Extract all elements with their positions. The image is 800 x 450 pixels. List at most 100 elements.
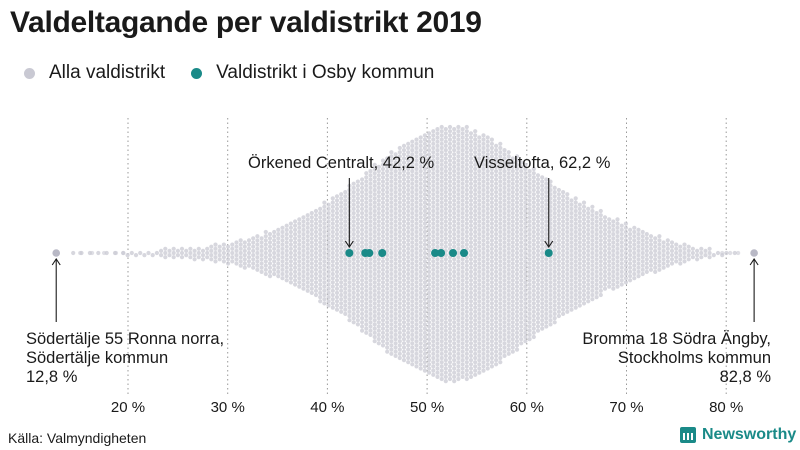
- swarm-point: [531, 301, 536, 306]
- osby-point: [437, 249, 446, 257]
- swarm-point: [632, 267, 637, 272]
- swarm-point: [385, 215, 390, 220]
- swarm-point: [464, 259, 469, 264]
- swarm-point: [192, 248, 197, 253]
- swarm-point: [435, 358, 440, 363]
- swarm-point: [510, 345, 515, 350]
- swarm-point: [456, 175, 461, 180]
- swarm-point: [334, 198, 340, 203]
- swarm-point: [577, 236, 582, 241]
- swarm-point: [427, 215, 432, 220]
- swarm-point: [351, 303, 356, 308]
- swarm-point: [364, 171, 369, 176]
- swarm-point: [443, 320, 448, 325]
- swarm-point: [498, 179, 503, 184]
- swarm-point: [544, 202, 549, 207]
- swarm-point: [485, 143, 490, 148]
- swarm-point: [514, 154, 520, 159]
- swarm-point: [431, 217, 436, 222]
- swarm-point: [561, 202, 566, 207]
- swarm-point: [200, 248, 206, 253]
- swarm-point: [385, 185, 390, 190]
- swarm-point: [376, 173, 381, 178]
- swarm-point: [188, 255, 193, 260]
- swarm-point: [389, 305, 394, 310]
- swarm-point: [502, 307, 507, 312]
- swarm-point: [347, 263, 352, 268]
- swarm-point: [410, 332, 415, 337]
- swarm-point: [376, 257, 381, 262]
- swarm-point: [334, 248, 340, 253]
- swarm-point: [598, 259, 603, 264]
- swarm-point: [422, 238, 427, 243]
- swarm-point: [276, 274, 281, 279]
- swarm-point: [439, 124, 444, 130]
- swarm-point: [523, 330, 528, 335]
- swarm-point: [586, 211, 591, 216]
- swarm-point: [544, 177, 549, 182]
- swarm-point: [502, 194, 507, 199]
- swarm-point: [519, 236, 524, 241]
- swarm-point: [552, 286, 557, 291]
- swarm-point: [485, 181, 490, 186]
- swarm-point: [456, 343, 461, 348]
- swarm-point: [343, 240, 348, 245]
- swarm-point: [401, 227, 407, 232]
- swarm-point: [355, 204, 360, 209]
- swarm-point: [452, 290, 457, 295]
- swarm-point: [385, 261, 390, 266]
- swarm-point: [418, 286, 423, 291]
- swarm-point: [506, 217, 511, 222]
- swarm-point: [339, 246, 344, 251]
- swarm-point: [498, 225, 503, 230]
- swarm-point: [527, 219, 532, 224]
- swarm-point: [309, 232, 314, 237]
- swarm-point: [368, 227, 373, 232]
- swarm-point: [573, 221, 578, 226]
- swarm-point: [456, 339, 461, 344]
- swarm-point: [452, 307, 457, 312]
- swarm-point: [272, 229, 277, 235]
- swarm-point: [410, 198, 415, 203]
- swarm-point: [439, 175, 444, 180]
- swarm-point: [540, 255, 545, 260]
- swarm-point: [334, 269, 340, 274]
- swarm-point: [389, 322, 394, 327]
- swarm-point: [481, 355, 486, 361]
- swarm-point: [443, 240, 448, 245]
- swarm-point: [489, 292, 494, 298]
- swarm-point: [489, 326, 494, 331]
- swarm-point: [581, 234, 587, 239]
- swarm-point: [473, 217, 478, 222]
- swarm-point: [385, 299, 390, 304]
- swarm-point: [569, 219, 574, 224]
- swarm-point: [607, 229, 612, 235]
- swarm-point: [406, 213, 411, 218]
- swarm-point: [431, 267, 436, 272]
- swarm-point: [439, 267, 444, 272]
- swarm-point: [598, 229, 603, 235]
- swarm-point: [380, 259, 386, 264]
- swarm-point: [372, 318, 377, 323]
- swarm-point: [339, 213, 344, 218]
- swarm-point: [414, 297, 419, 302]
- swarm-point: [494, 219, 499, 224]
- swarm-point: [393, 341, 398, 346]
- swarm-point: [242, 240, 247, 245]
- swarm-point: [389, 334, 394, 340]
- swarm-point: [410, 253, 415, 258]
- swarm-point: [477, 194, 482, 199]
- swarm-point: [510, 307, 515, 312]
- swarm-point: [431, 347, 436, 352]
- swarm-point: [414, 217, 419, 222]
- swarm-point: [422, 355, 427, 361]
- swarm-point: [552, 223, 557, 228]
- swarm-point: [523, 305, 528, 310]
- swarm-point: [569, 202, 574, 207]
- swarm-point: [447, 271, 453, 277]
- swarm-point: [519, 177, 524, 182]
- swarm-point: [397, 217, 402, 222]
- swarm-point: [535, 240, 541, 245]
- swarm-point: [372, 255, 377, 260]
- swarm-point: [644, 253, 649, 258]
